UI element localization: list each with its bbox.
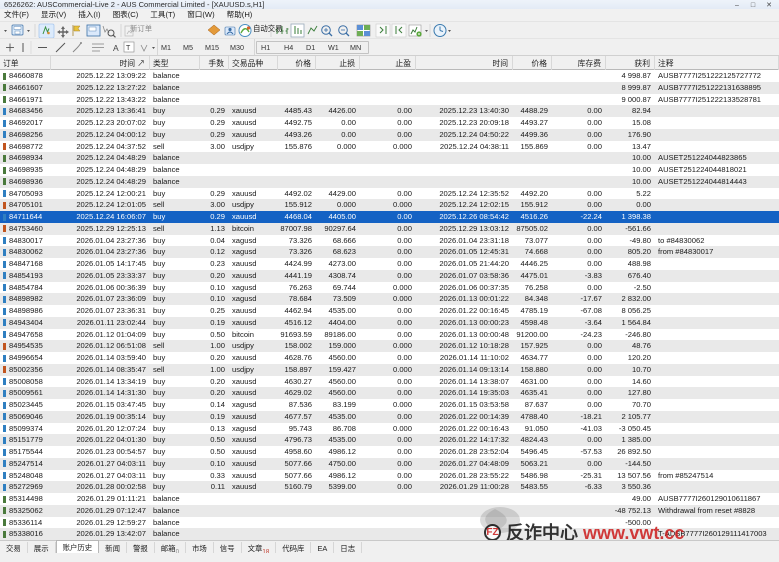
svg-text:T: T	[126, 45, 131, 52]
svg-text:A: A	[113, 43, 119, 53]
